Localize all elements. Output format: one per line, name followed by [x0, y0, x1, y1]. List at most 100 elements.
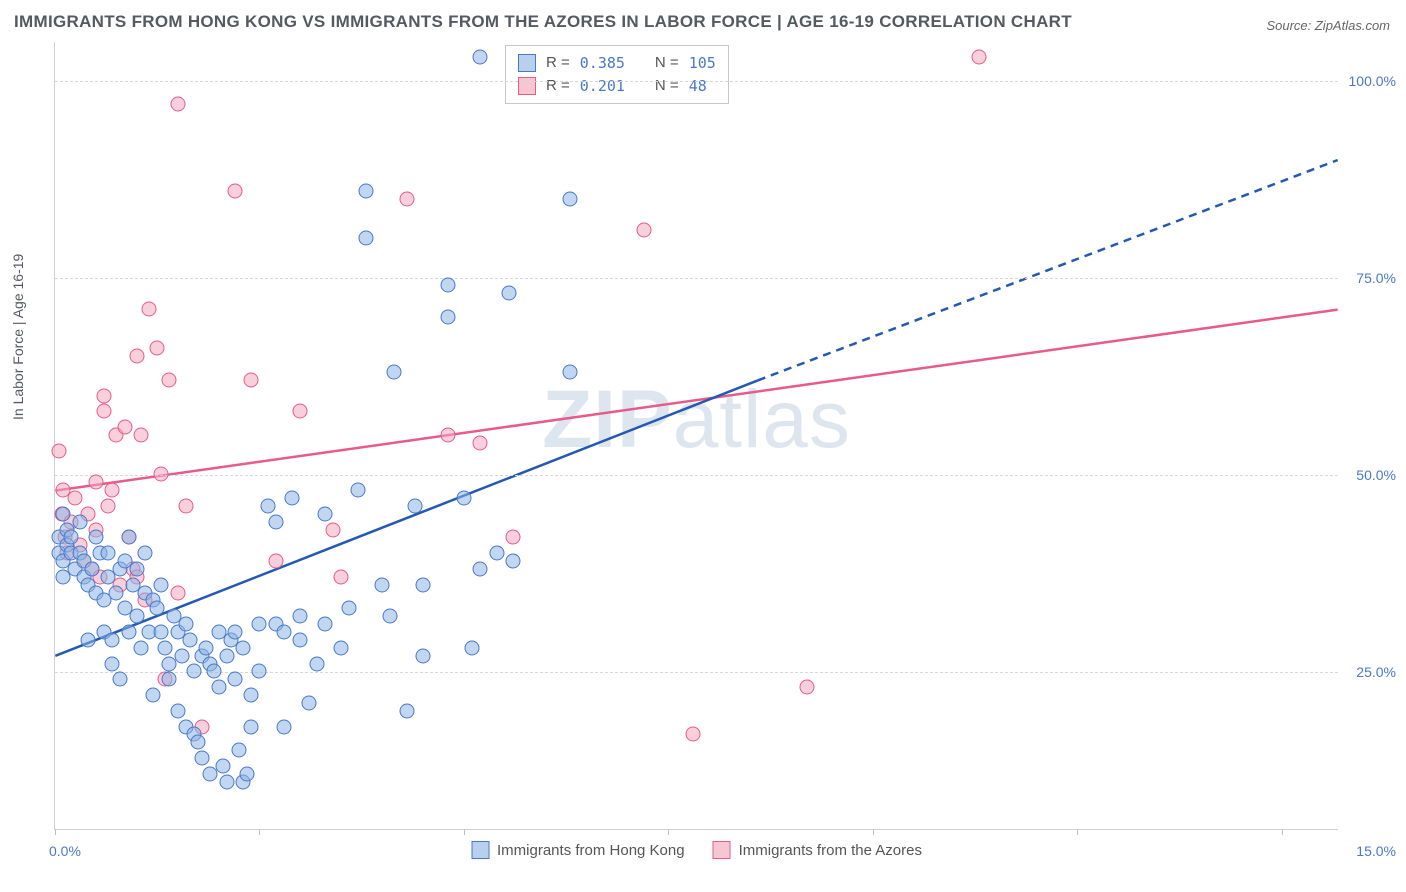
- legend-n-value: 48: [689, 75, 707, 98]
- scatter-point-blue: [416, 577, 431, 592]
- plot-area: ZIPatlas R =0.385N =105R =0.201N = 48 0.…: [54, 42, 1338, 830]
- scatter-point-blue: [109, 585, 124, 600]
- scatter-point-blue: [232, 743, 247, 758]
- scatter-point-pink: [129, 349, 144, 364]
- scatter-point-pink: [142, 301, 157, 316]
- scatter-point-blue: [105, 656, 120, 671]
- legend-swatch: [471, 841, 489, 859]
- scatter-point-blue: [146, 688, 161, 703]
- scatter-point-pink: [293, 404, 308, 419]
- y-tick-label: 25.0%: [1356, 664, 1396, 680]
- scatter-point-blue: [440, 278, 455, 293]
- scatter-point-blue: [342, 601, 357, 616]
- scatter-point-blue: [465, 640, 480, 655]
- scatter-point-blue: [563, 364, 578, 379]
- scatter-point-pink: [97, 404, 112, 419]
- legend-swatch: [713, 841, 731, 859]
- scatter-point-pink: [473, 435, 488, 450]
- scatter-point-blue: [211, 680, 226, 695]
- scatter-point-blue: [56, 506, 71, 521]
- scatter-point-blue: [121, 530, 136, 545]
- scatter-point-pink: [800, 680, 815, 695]
- scatter-point-blue: [101, 546, 116, 561]
- scatter-point-blue: [350, 483, 365, 498]
- scatter-point-pink: [440, 428, 455, 443]
- scatter-point-blue: [105, 632, 120, 647]
- legend-r-label: R =: [546, 52, 570, 75]
- scatter-point-pink: [170, 97, 185, 112]
- scatter-point-blue: [456, 491, 471, 506]
- series-legend-item: Immigrants from the Azores: [713, 841, 922, 859]
- legend-r-label: R =: [546, 75, 570, 98]
- series-legend-item: Immigrants from Hong Kong: [471, 841, 685, 859]
- scatter-point-blue: [260, 498, 275, 513]
- scatter-point-blue: [84, 561, 99, 576]
- scatter-point-blue: [317, 506, 332, 521]
- legend-n-value: 105: [689, 52, 716, 75]
- series-legend-label: Immigrants from the Azores: [739, 842, 922, 859]
- scatter-point-blue: [88, 530, 103, 545]
- scatter-point-pink: [972, 49, 987, 64]
- legend-swatch: [518, 77, 536, 95]
- scatter-point-pink: [178, 498, 193, 513]
- scatter-point-blue: [276, 719, 291, 734]
- scatter-point-blue: [113, 672, 128, 687]
- scatter-point-blue: [227, 672, 242, 687]
- x-tick: [55, 829, 56, 835]
- scatter-point-blue: [162, 672, 177, 687]
- scatter-point-pink: [117, 420, 132, 435]
- scatter-point-blue: [207, 664, 222, 679]
- scatter-point-blue: [501, 286, 516, 301]
- scatter-point-pink: [150, 341, 165, 356]
- y-tick-label: 75.0%: [1356, 270, 1396, 286]
- scatter-point-blue: [276, 625, 291, 640]
- x-tick: [1282, 829, 1283, 835]
- scatter-point-blue: [473, 561, 488, 576]
- x-tick: [668, 829, 669, 835]
- y-tick-label: 50.0%: [1356, 467, 1396, 483]
- legend-r-value: 0.201: [580, 75, 625, 98]
- x-tick: [873, 829, 874, 835]
- legend-n-label: N =: [655, 75, 679, 98]
- gridline: [55, 475, 1338, 476]
- scatter-point-pink: [227, 183, 242, 198]
- x-axis-min-label: 0.0%: [49, 843, 81, 859]
- watermark: ZIPatlas: [542, 373, 851, 467]
- scatter-point-blue: [358, 183, 373, 198]
- scatter-point-pink: [399, 191, 414, 206]
- scatter-point-pink: [101, 498, 116, 513]
- scatter-point-blue: [121, 625, 136, 640]
- scatter-point-blue: [473, 49, 488, 64]
- scatter-point-blue: [505, 554, 520, 569]
- gridline: [55, 278, 1338, 279]
- scatter-point-pink: [636, 223, 651, 238]
- scatter-point-blue: [383, 609, 398, 624]
- scatter-point-blue: [154, 577, 169, 592]
- scatter-point-blue: [187, 664, 202, 679]
- scatter-point-blue: [174, 648, 189, 663]
- gridline: [55, 81, 1338, 82]
- x-tick: [464, 829, 465, 835]
- scatter-point-pink: [685, 727, 700, 742]
- scatter-point-pink: [244, 372, 259, 387]
- scatter-point-blue: [387, 364, 402, 379]
- scatter-point-blue: [80, 632, 95, 647]
- scatter-point-blue: [358, 231, 373, 246]
- scatter-point-blue: [150, 601, 165, 616]
- scatter-point-blue: [236, 640, 251, 655]
- scatter-point-pink: [52, 443, 67, 458]
- scatter-point-blue: [199, 640, 214, 655]
- scatter-point-blue: [285, 491, 300, 506]
- scatter-point-blue: [240, 766, 255, 781]
- scatter-point-pink: [154, 467, 169, 482]
- scatter-point-blue: [309, 656, 324, 671]
- scatter-point-pink: [68, 491, 83, 506]
- scatter-point-blue: [158, 640, 173, 655]
- scatter-point-blue: [244, 688, 259, 703]
- scatter-point-blue: [178, 617, 193, 632]
- scatter-point-blue: [489, 546, 504, 561]
- scatter-point-blue: [399, 703, 414, 718]
- legend-n-label: N =: [655, 52, 679, 75]
- scatter-point-blue: [334, 640, 349, 655]
- scatter-point-blue: [252, 617, 267, 632]
